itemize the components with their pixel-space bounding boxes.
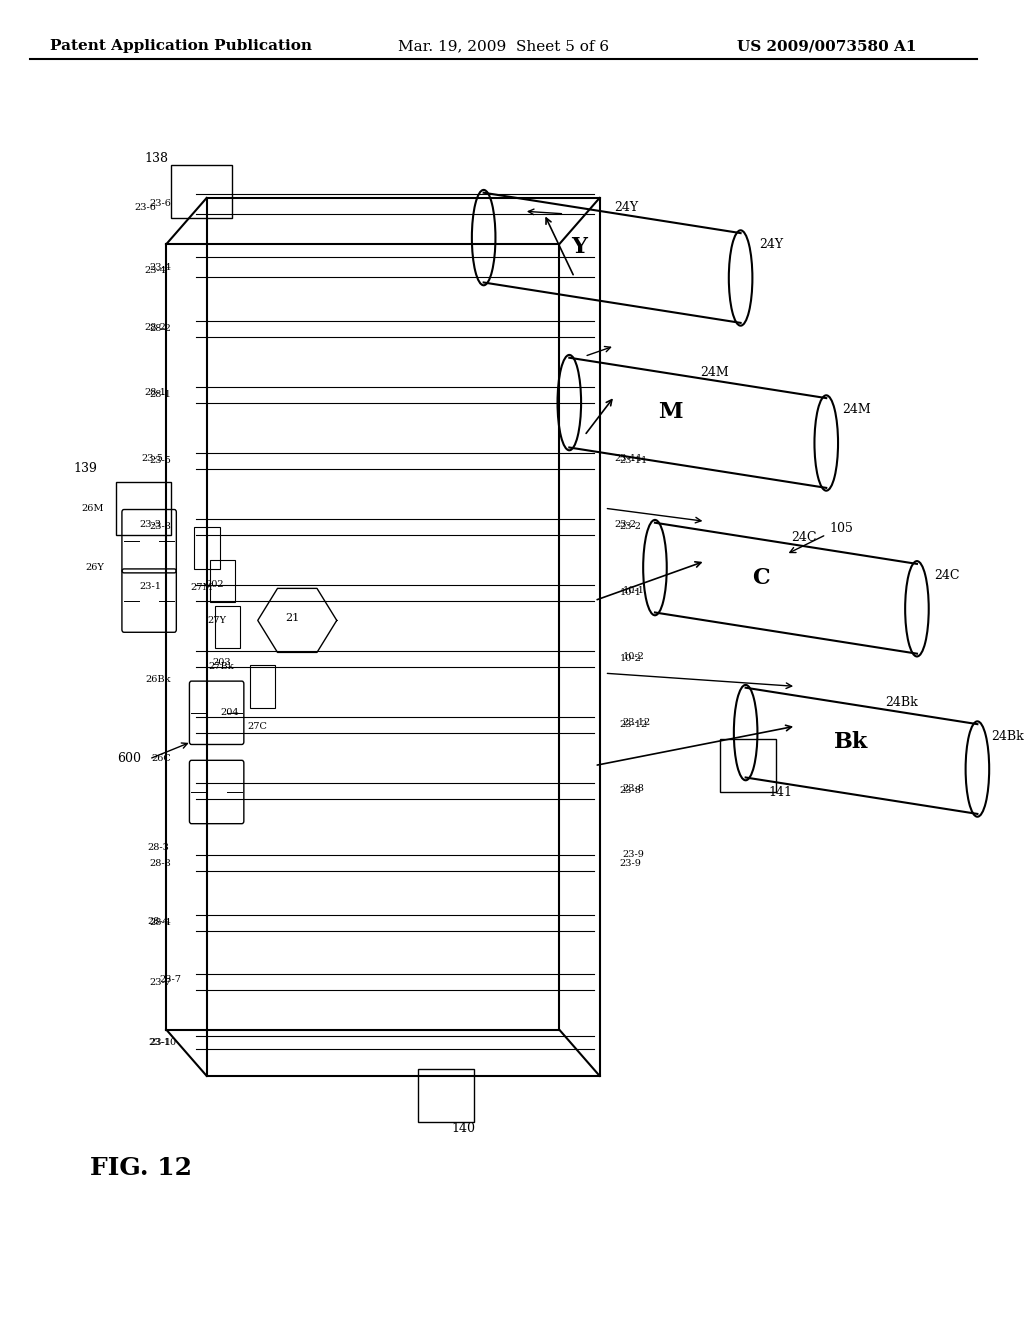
Bar — [116, 482, 171, 535]
Text: 23-3: 23-3 — [139, 520, 161, 528]
Text: 26Y: 26Y — [85, 564, 103, 572]
Text: 27Y: 27Y — [207, 616, 226, 624]
Text: 23-1: 23-1 — [150, 1039, 171, 1047]
Bar — [250, 665, 275, 708]
Text: 23-2: 23-2 — [620, 523, 642, 531]
Text: 28-1: 28-1 — [150, 391, 171, 399]
Text: 23-10: 23-10 — [148, 1039, 176, 1047]
Bar — [171, 165, 231, 218]
Text: 10-1: 10-1 — [623, 586, 644, 594]
Text: 24Y: 24Y — [614, 201, 639, 214]
Text: 23-6: 23-6 — [150, 199, 171, 209]
Text: 26Bk: 26Bk — [145, 676, 171, 684]
Text: 23-11: 23-11 — [614, 454, 643, 462]
Text: 24M: 24M — [842, 404, 870, 417]
Text: 24Bk: 24Bk — [885, 696, 918, 709]
Text: 24Bk: 24Bk — [991, 730, 1024, 743]
Bar — [721, 739, 776, 792]
Text: Patent Application Publication: Patent Application Publication — [50, 40, 312, 53]
Text: 23-7: 23-7 — [150, 978, 171, 986]
Text: 23-6: 23-6 — [134, 203, 157, 211]
Text: 23-12: 23-12 — [623, 718, 651, 726]
Text: 28-4: 28-4 — [147, 917, 169, 925]
Text: 23-8: 23-8 — [620, 787, 642, 795]
Text: 26M: 26M — [81, 504, 103, 512]
Text: 10-2: 10-2 — [620, 655, 642, 663]
Bar — [215, 606, 240, 648]
Text: 23-1: 23-1 — [139, 582, 161, 590]
Text: 10-2: 10-2 — [623, 652, 644, 660]
Text: 203: 203 — [212, 659, 231, 667]
Text: 138: 138 — [144, 152, 168, 165]
Text: Mar. 19, 2009  Sheet 5 of 6: Mar. 19, 2009 Sheet 5 of 6 — [398, 40, 609, 53]
Text: 23-3: 23-3 — [150, 523, 171, 531]
Text: 24C: 24C — [935, 569, 959, 582]
Text: 27C: 27C — [247, 722, 267, 730]
Text: 24Y: 24Y — [759, 239, 783, 252]
Text: 24C: 24C — [791, 531, 816, 544]
Text: 28-3: 28-3 — [147, 843, 169, 851]
Text: 140: 140 — [452, 1122, 475, 1135]
Text: 28-3: 28-3 — [150, 859, 171, 867]
Text: 23-8: 23-8 — [623, 784, 644, 792]
Text: 28-1: 28-1 — [144, 388, 166, 396]
Bar — [195, 527, 220, 569]
Text: 26C: 26C — [152, 755, 171, 763]
Text: 28-2: 28-2 — [150, 325, 171, 333]
Text: 139: 139 — [74, 462, 97, 475]
Text: 23-9: 23-9 — [620, 859, 642, 867]
Text: M: M — [657, 401, 682, 424]
Text: 10-1: 10-1 — [620, 589, 642, 597]
Text: 23-4: 23-4 — [150, 263, 171, 272]
Text: 141: 141 — [769, 785, 793, 799]
Text: Y: Y — [571, 236, 588, 257]
Text: FIG. 12: FIG. 12 — [90, 1156, 193, 1180]
Text: C: C — [752, 566, 770, 589]
Text: 28-2: 28-2 — [144, 323, 166, 331]
Text: 23-7: 23-7 — [160, 975, 181, 983]
Text: 23-12: 23-12 — [620, 721, 648, 729]
Bar — [210, 560, 234, 602]
Text: 23-2: 23-2 — [614, 520, 637, 528]
Text: 24M: 24M — [700, 366, 729, 379]
Text: 105: 105 — [829, 521, 853, 535]
Text: 600: 600 — [117, 752, 141, 766]
Text: 23-5: 23-5 — [150, 457, 171, 465]
Text: 28-4: 28-4 — [150, 919, 171, 927]
Text: 23-9: 23-9 — [623, 850, 644, 858]
Text: 21: 21 — [285, 612, 299, 623]
Text: 27Bk: 27Bk — [209, 663, 234, 671]
Text: 202: 202 — [205, 581, 224, 589]
Text: 204: 204 — [220, 709, 239, 717]
Text: 23-11: 23-11 — [620, 457, 648, 465]
Text: 27M: 27M — [190, 583, 213, 591]
Bar — [418, 1069, 473, 1122]
Text: 23-5: 23-5 — [141, 454, 163, 462]
Text: US 2009/0073580 A1: US 2009/0073580 A1 — [736, 40, 916, 53]
Text: 23-4: 23-4 — [144, 267, 166, 275]
Text: Bk: Bk — [835, 731, 868, 754]
